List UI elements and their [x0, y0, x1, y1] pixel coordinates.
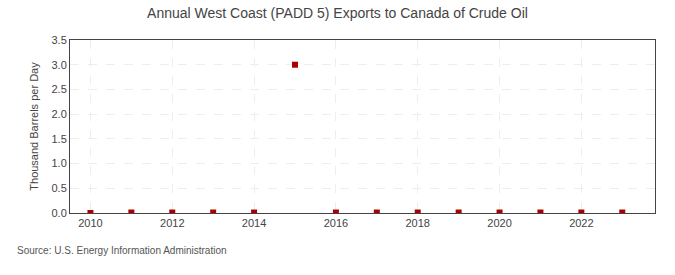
svg-text:2020: 2020	[487, 217, 511, 229]
svg-text:Thousand Barrels per Day: Thousand Barrels per Day	[28, 62, 40, 191]
svg-text:1.5: 1.5	[52, 133, 67, 145]
svg-text:2012: 2012	[160, 217, 184, 229]
svg-text:3.5: 3.5	[52, 34, 67, 46]
svg-text:2022: 2022	[569, 217, 593, 229]
svg-text:3.0: 3.0	[52, 59, 67, 71]
svg-text:Source: U.S. Energy Informatio: Source: U.S. Energy Information Administ…	[17, 245, 227, 256]
svg-text:2016: 2016	[324, 217, 348, 229]
svg-text:Annual West Coast (PADD 5) Exp: Annual West Coast (PADD 5) Exports to Ca…	[147, 5, 528, 21]
svg-text:2010: 2010	[78, 217, 102, 229]
svg-text:2014: 2014	[242, 217, 266, 229]
svg-text:2.0: 2.0	[52, 108, 67, 120]
svg-text:2.5: 2.5	[52, 83, 67, 95]
svg-text:1.0: 1.0	[52, 157, 67, 169]
svg-text:0.0: 0.0	[52, 207, 67, 219]
svg-text:2018: 2018	[405, 217, 429, 229]
svg-text:0.5: 0.5	[52, 182, 67, 194]
